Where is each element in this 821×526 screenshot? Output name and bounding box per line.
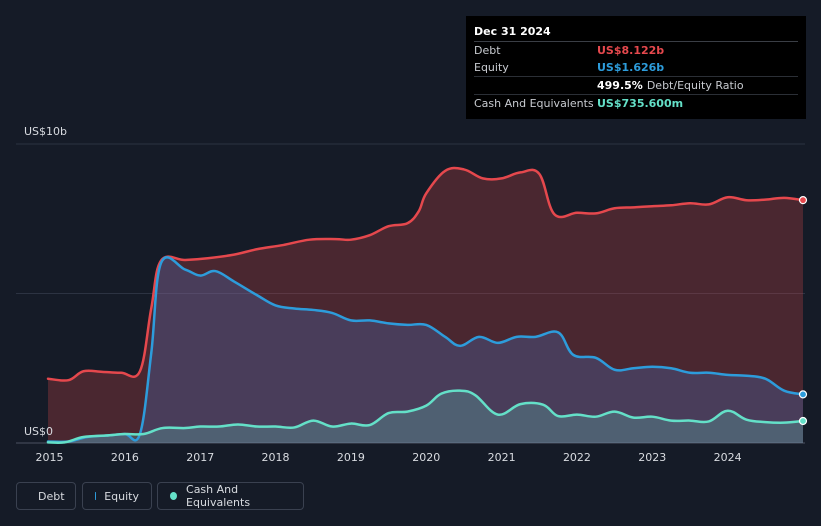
cash-area [48,390,803,443]
tooltip-row-equity: Equity US$1.626b [474,59,798,76]
legend-cash-label: Cash And Equivalents [186,483,251,509]
series-lines [46,166,805,445]
data-tooltip: Dec 31 2024 Debt US$8.122b Equity US$1.6… [466,16,806,119]
cash-line [46,389,805,445]
x-tick-label: 2023 [638,451,666,464]
tooltip-cash-value: US$735.600m [597,97,684,110]
y-axis-min-label: US$0 [24,425,53,438]
cash-endpoint[interactable] [798,416,808,426]
x-tick-label: 2016 [111,451,139,464]
tooltip-row-debt: Debt US$8.122b [474,41,798,59]
tooltip-debt-value: US$8.122b [597,44,665,57]
tooltip-ratio-label: Debt/Equity Ratio [646,79,744,92]
x-tick-label: 2018 [262,451,290,464]
x-tick-label: 2015 [36,451,64,464]
legend-debt-label: Debt [38,489,65,503]
gridlines [16,143,805,444]
equity-area [48,257,803,443]
debt-area [48,168,803,443]
series-areas [48,168,803,443]
x-tick-label: 2022 [563,451,591,464]
equity-endpoint[interactable] [798,390,808,399]
series-endpoints [798,196,808,426]
x-tick-label: 2021 [488,451,516,464]
debt-endpoint[interactable] [798,196,808,205]
legend-equity-label: Equity [104,489,139,503]
legend-cash[interactable]: Cash And Equivalents [157,482,304,510]
tooltip-equity-value: US$1.626b [597,61,665,74]
tooltip-debt-label: Debt [474,44,501,57]
legend-cash-dot [170,492,178,500]
tooltip-row-cash: Cash And Equivalents US$735.600m [474,94,798,112]
x-axis-ticks: 2015 2016 2017 2018 2019 2020 2021 2022 2023 2024 [36,451,742,464]
y-axis-max-label: US$10b [24,125,67,138]
legend-debt[interactable]: Debt [16,482,76,510]
tooltip-row-ratio: 499.5% Debt/Equity Ratio [474,76,798,94]
tooltip-cash-label: Cash And Equivalents [474,97,594,110]
tooltip-equity-label: Equity [474,61,509,74]
x-tick-label: 2024 [714,451,742,464]
legend-equity[interactable]: Equity [82,482,152,510]
tooltip-date: Dec 31 2024 [474,25,551,38]
tooltip-ratio-value: 499.5% [597,79,643,92]
x-tick-label: 2019 [337,451,365,464]
x-tick-label: 2017 [186,451,214,464]
x-tick-label: 2020 [412,451,440,464]
tooltip-ratio-spacer [474,77,597,94]
debt-line [46,166,805,382]
equity-line [46,256,805,444]
